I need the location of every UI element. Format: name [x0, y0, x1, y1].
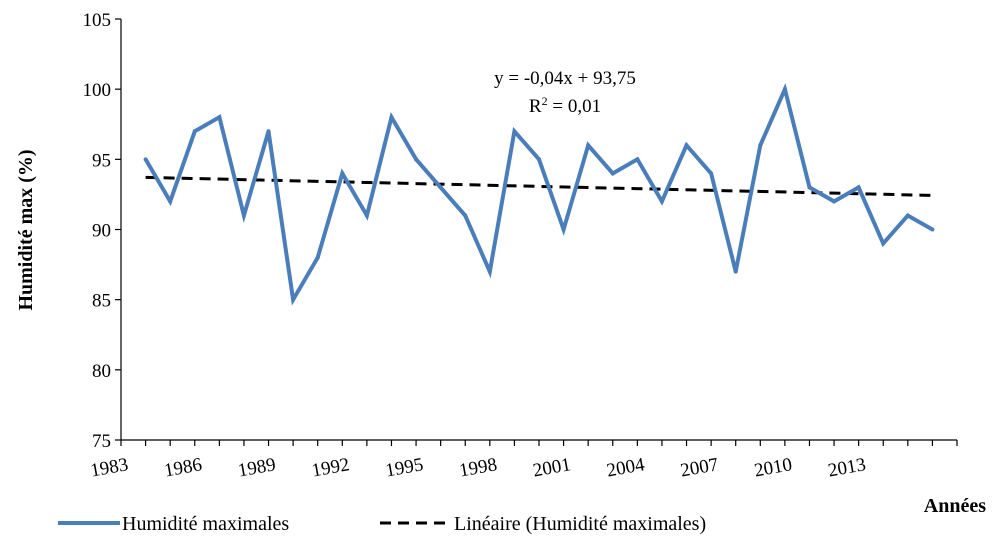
x-tick-label: 1986 — [163, 454, 204, 481]
x-tick-label: 1983 — [89, 454, 130, 481]
legend-label-series: Humidité maximales — [122, 513, 289, 535]
data-point-1999 — [512, 129, 517, 134]
y-axis-title: Humidité max (%) — [15, 149, 37, 310]
data-point-1996 — [438, 185, 443, 190]
legend: Humidité maximales Linéaire (Humidité ma… — [58, 513, 706, 535]
data-point-1997 — [463, 213, 468, 218]
y-tick-label: 105 — [83, 10, 112, 31]
data-point-1986 — [192, 129, 197, 134]
series-points — [143, 87, 935, 302]
data-point-1987 — [217, 115, 222, 120]
data-point-1998 — [487, 269, 492, 274]
data-point-2014 — [881, 241, 886, 246]
data-point-2000 — [537, 157, 541, 162]
trend-line — [145, 175, 933, 197]
y-tick-label: 95 — [92, 150, 111, 171]
data-point-2013 — [856, 185, 861, 190]
data-point-2001 — [561, 227, 566, 232]
y-axis-ticks: 75 80 85 90 95 100 105 — [83, 10, 121, 452]
data-point-2002 — [586, 143, 591, 148]
data-point-2004 — [635, 157, 640, 162]
x-tick-label: 2007 — [679, 454, 720, 481]
trend-equation: y = -0,04x + 93,75 — [494, 68, 636, 89]
data-point-1988 — [241, 213, 246, 218]
x-axis-ticks: 1983 1986 1989 1992 1995 1998 2001 2004 2007 2010… — [89, 440, 958, 482]
data-point-2007 — [709, 171, 714, 176]
data-point-2006 — [684, 143, 689, 148]
legend-label-trend: Linéaire (Humidité maximales) — [454, 513, 706, 535]
data-point-2011 — [807, 185, 812, 190]
x-tick-label: 1992 — [310, 454, 351, 481]
data-point-1989 — [266, 129, 271, 134]
data-point-2005 — [659, 199, 664, 204]
x-tick-label: 2010 — [753, 454, 794, 481]
data-point-2009 — [758, 143, 763, 148]
data-point-2003 — [610, 171, 615, 176]
data-point-1992 — [340, 171, 345, 176]
x-tick-label: 2001 — [531, 454, 572, 481]
data-point-2010 — [782, 87, 787, 92]
data-point-1994 — [389, 115, 394, 120]
y-tick-label: 90 — [92, 221, 111, 242]
x-tick-label: 2004 — [605, 454, 647, 481]
data-point-1990 — [291, 297, 296, 302]
data-point-1985 — [168, 199, 173, 204]
data-point-1993 — [364, 213, 369, 218]
y-tick-label: 85 — [92, 291, 111, 312]
x-tick-label: 2013 — [826, 454, 867, 481]
y-tick-label: 75 — [92, 431, 111, 452]
data-point-2015 — [905, 213, 910, 218]
x-tick-label: 1998 — [458, 454, 499, 481]
data-point-1995 — [414, 157, 419, 162]
x-tick-label: 1995 — [384, 454, 425, 481]
y-tick-label: 100 — [83, 80, 112, 101]
data-point-2016 — [930, 227, 935, 232]
data-point-1984 — [143, 157, 148, 162]
data-point-1991 — [315, 255, 320, 260]
series-line-humidite-maximales — [143, 83, 934, 306]
data-point-2012 — [832, 199, 837, 204]
y-tick-label: 80 — [92, 361, 111, 382]
data-point-2008 — [733, 269, 738, 274]
x-tick-label: 1989 — [236, 454, 277, 481]
x-axis-title: Années — [924, 495, 986, 517]
trend-r-squared: R2 = 0,01 — [529, 94, 601, 117]
